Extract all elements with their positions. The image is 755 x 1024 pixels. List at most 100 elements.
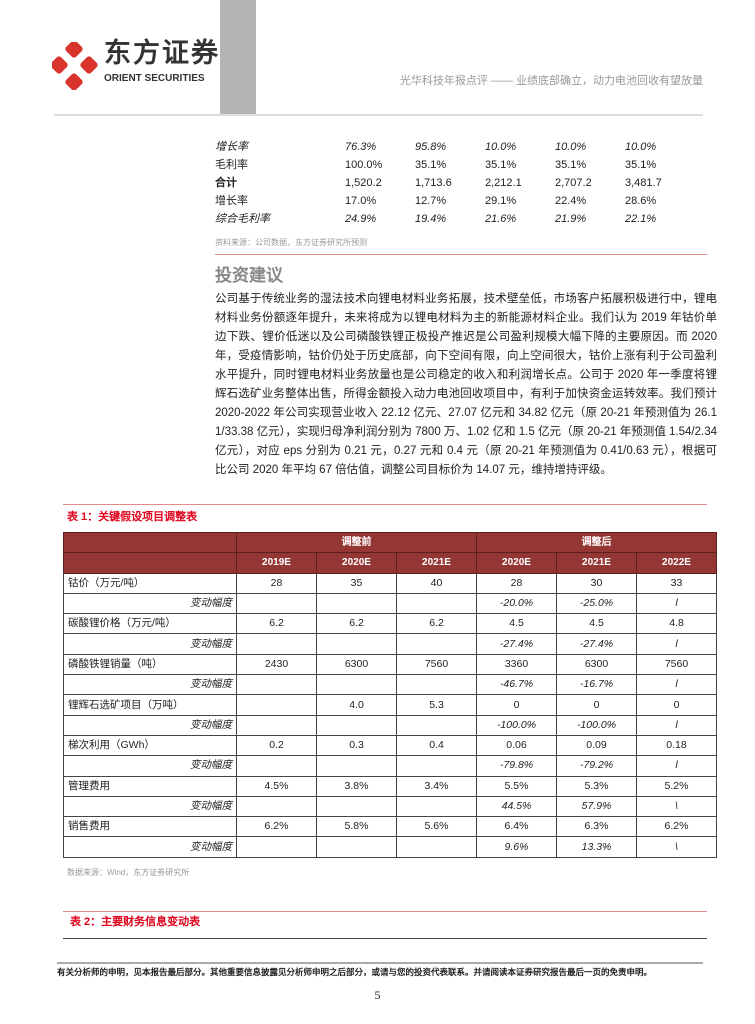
row-label: 变动幅度 [63, 755, 237, 777]
table-cell: 19.4% [415, 213, 447, 225]
investment-paragraph: 公司基于传统业务的湿法技术向锂电材料业务拓展，技术壁垒低，市场客户拓展积极进行中… [215, 293, 717, 476]
table-cell: 4.0 [316, 694, 397, 716]
change-row: 变动幅度 9.6% 13.3% \ [63, 836, 717, 858]
divider [215, 254, 707, 255]
table-source: 资料来源：公司数据，东方证券研究所预测 [215, 238, 367, 247]
table-cell: 4.5 [476, 613, 557, 635]
table-header-row: 调整前 调整后 [63, 531, 717, 554]
table-cell: 0 [556, 694, 637, 716]
table-cell: 6.3% [556, 816, 637, 838]
table-cell: -79.2% [556, 755, 637, 777]
table2-rule [63, 938, 707, 939]
table-cell: 3.8% [316, 775, 397, 797]
table-cell: 21.6% [485, 213, 517, 225]
table-cell [316, 836, 397, 858]
change-row: 变动幅度 -100.0% -100.0% l [63, 714, 717, 736]
table-cell [236, 592, 317, 615]
row-label: 变动幅度 [63, 836, 237, 858]
change-row: 变动幅度 -79.8% -79.2% l [63, 755, 717, 777]
year-header: 2021E [556, 552, 637, 574]
table-row: 钴价（万元/吨） 28 35 40 28 30 33 [63, 572, 717, 594]
change-row: 变动幅度 44.5% 57.9% \ [63, 795, 717, 818]
table-cell: 5.5% [476, 775, 557, 797]
page-number: 5 [374, 988, 381, 1002]
table-cell: 95.8% [415, 141, 447, 153]
table-cell: l [636, 755, 717, 777]
table-cell: 1,713.6 [415, 177, 452, 189]
table-cell: 13.3% [556, 836, 637, 858]
table-cell [316, 633, 397, 655]
row-label: 变动幅度 [63, 592, 237, 615]
row-label: 变动幅度 [63, 795, 237, 818]
table-cell [396, 714, 477, 736]
table-cell [316, 795, 397, 818]
footer-divider [57, 962, 703, 964]
table-cell [316, 592, 397, 615]
table-cell: 0.2 [236, 734, 317, 757]
revenue-continuation-table: 增长率 76.3% 95.8% 10.0% 10.0% 10.0% 毛利率 100.0% 35.… [215, 138, 695, 228]
table-years-row: 2019E 2020E 2021E 2020E 2021E 2022E [63, 552, 717, 574]
table-cell: -27.4% [556, 633, 637, 655]
table-cell: l [636, 633, 717, 655]
table-cell: -16.7% [556, 674, 637, 696]
row-label: 合计 [215, 177, 237, 189]
table-cell [236, 795, 317, 818]
table-row: 碳酸锂价格（万元/吨） 6.2 6.2 6.2 4.5 4.5 4.8 [63, 613, 717, 635]
table2-title: 表 2：主要财务信息变动表 [70, 916, 201, 928]
table-cell [396, 633, 477, 655]
year-header: 2022E [636, 552, 717, 574]
year-header: 2019E [236, 552, 317, 574]
brand-name-en: ORIENT SECURITIES [104, 73, 205, 84]
table-cell: 6300 [316, 653, 397, 676]
table-cell: 3360 [476, 653, 557, 676]
table-cell: 0.18 [636, 734, 717, 757]
row-label: 变动幅度 [63, 714, 237, 736]
table-cell: 22.4% [555, 195, 587, 207]
table-cell: 17.0% [345, 195, 377, 207]
table-cell: 5.3% [556, 775, 637, 797]
table-cell [396, 592, 477, 615]
table-cell: -100.0% [476, 714, 557, 736]
group-after: 调整后 [476, 531, 717, 554]
table-row: 锂辉石选矿项目（万吨） 4.0 5.3 0 0 0 [63, 694, 717, 716]
table1-title: 表 1：关键假设项目调整表 [67, 511, 198, 523]
table-cell [396, 674, 477, 696]
table-cell [316, 674, 397, 696]
table-cell: 5.3 [396, 694, 477, 716]
table-cell: 35.1% [485, 159, 517, 171]
table-cell [396, 755, 477, 777]
table1-source: 数据来源：Wind，东方证券研究所 [67, 868, 190, 877]
table-cell [236, 674, 317, 696]
row-label: 梯次利用（GWh） [63, 734, 237, 757]
table-cell [236, 755, 317, 777]
table-cell: 0.4 [396, 734, 477, 757]
table-cell: 29.1% [485, 195, 517, 207]
year-header: 2020E [316, 552, 397, 574]
table-cell: 0.09 [556, 734, 637, 757]
divider [63, 504, 707, 505]
table-row: 增长率 17.0% 12.7% 29.1% 22.4% 28.6% [215, 192, 695, 210]
table-row: 增长率 76.3% 95.8% 10.0% 10.0% 10.0% [215, 138, 695, 156]
row-label: 综合毛利率 [215, 213, 270, 225]
table-cell: 30 [556, 572, 637, 594]
header-blank [63, 531, 237, 554]
section-heading: 投资建议 [215, 266, 283, 285]
year-header: 2021E [396, 552, 477, 574]
row-label: 毛利率 [215, 159, 248, 171]
table-cell [236, 694, 317, 716]
table-cell: 3.4% [396, 775, 477, 797]
table-cell: \ [636, 836, 717, 858]
table-cell: \ [636, 795, 717, 818]
change-row: 变动幅度 -46.7% -16.7% l [63, 674, 717, 696]
table-cell: 10.0% [555, 141, 587, 153]
header-blank [63, 552, 237, 574]
divider [63, 911, 707, 912]
table-cell: 0.06 [476, 734, 557, 757]
table-cell: 35.1% [415, 159, 447, 171]
table-cell [316, 755, 397, 777]
table-cell: 5.2% [636, 775, 717, 797]
table-cell: 57.9% [556, 795, 637, 818]
table-cell: -100.0% [556, 714, 637, 736]
table-cell: 28 [236, 572, 317, 594]
table-cell: 10.0% [625, 141, 657, 153]
